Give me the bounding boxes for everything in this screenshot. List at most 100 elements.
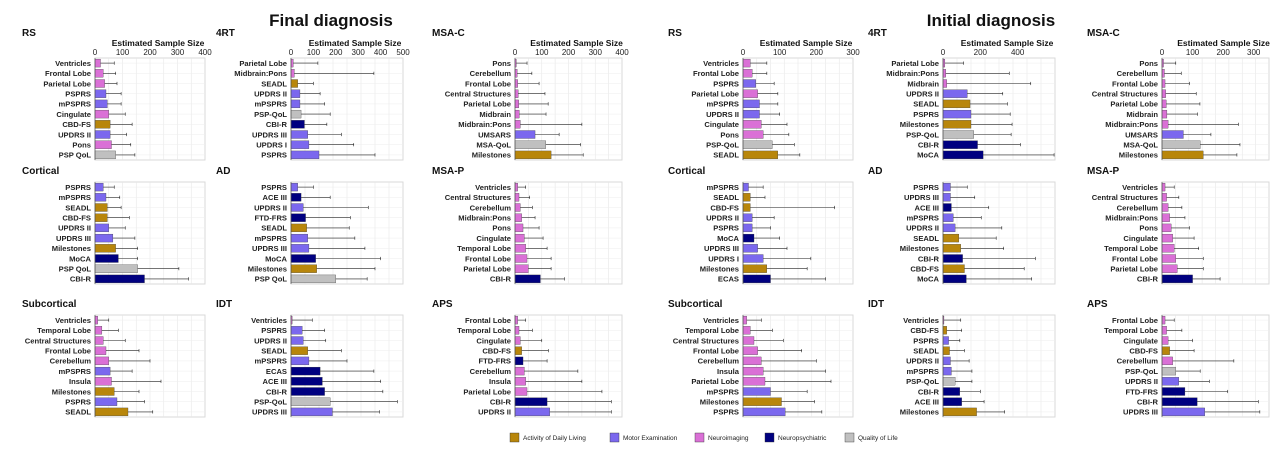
bar	[290, 99, 301, 109]
bar	[290, 182, 298, 192]
bar	[1161, 120, 1169, 129]
category-label: Milestones	[472, 151, 511, 160]
panel-title: MSA-C	[1087, 28, 1120, 39]
category-label: Ventricles	[475, 183, 511, 192]
category-label: Ventricles	[903, 316, 939, 325]
bar	[514, 244, 526, 253]
legend-label: Activity of Daily Living	[523, 435, 586, 442]
category-label: Insula	[489, 377, 512, 386]
legend-label: Neuropsychiatric	[778, 435, 827, 442]
category-label: mPSPRS	[255, 100, 288, 109]
bar	[290, 203, 304, 212]
bar	[514, 366, 525, 376]
tick-label: 200	[143, 48, 157, 57]
category-label: Milestones	[900, 244, 939, 253]
bar	[514, 203, 521, 212]
category-label: SEADL	[713, 151, 739, 160]
bar	[742, 326, 751, 335]
bar	[94, 387, 115, 396]
panel-title: Cortical	[668, 166, 705, 177]
panel-title: MSA-P	[432, 166, 465, 177]
bar	[1161, 182, 1166, 192]
bar	[1161, 193, 1167, 202]
category-label: UPDRS II	[1125, 377, 1158, 386]
panel-title: Cortical	[22, 166, 59, 177]
bar	[94, 274, 145, 284]
category-label: ACE III	[263, 377, 287, 386]
panel-title: AD	[216, 166, 230, 177]
tick-label: 400	[198, 48, 212, 57]
category-label: Milestones	[700, 398, 739, 407]
category-label: Temporal Lobe	[457, 326, 511, 335]
tick-label: 0	[941, 48, 946, 57]
bar	[742, 254, 764, 263]
category-label: PSP-QoL	[254, 110, 287, 119]
category-label: SEADL	[913, 100, 939, 109]
tick-label: 0	[513, 48, 518, 57]
category-label: SEADL	[261, 347, 287, 356]
axis-title: Estimated Sample Size	[530, 38, 623, 48]
tick-label: 300	[352, 48, 366, 57]
category-label: UPDRS II	[254, 90, 287, 99]
category-label: UPDRS I	[708, 254, 739, 263]
bar	[290, 366, 321, 376]
bar	[1161, 377, 1179, 386]
category-label: Central Structures	[445, 90, 511, 99]
category-label: PSPRS	[713, 224, 739, 233]
category-label: UMSARS	[1125, 130, 1158, 139]
bar	[1161, 315, 1166, 325]
tick-label: 300	[171, 48, 185, 57]
bar	[1161, 130, 1184, 139]
bar	[1161, 233, 1173, 243]
category-label: Pons	[72, 141, 91, 150]
category-label: SEADL	[913, 347, 939, 356]
bar	[942, 336, 949, 345]
bar	[742, 366, 764, 376]
category-label: ECAS	[718, 275, 739, 284]
category-label: Parietal Lobe	[43, 79, 91, 88]
category-label: MSA-QoL	[1123, 141, 1158, 150]
category-label: PSPRS	[913, 110, 939, 119]
category-label: MoCA	[69, 254, 91, 263]
bar	[942, 407, 977, 417]
bar	[1161, 89, 1166, 98]
axis-title: Estimated Sample Size	[1177, 38, 1270, 48]
bar	[742, 99, 760, 109]
tick-label: 200	[1216, 48, 1230, 57]
category-label: UPDRS II	[254, 336, 287, 345]
panel-title: APS	[1087, 299, 1108, 310]
category-label: Frontal Lobe	[1112, 254, 1158, 263]
bar	[742, 120, 762, 129]
category-label: Ventricles	[55, 59, 91, 68]
axis-title: Estimated Sample Size	[760, 38, 853, 48]
legend-label: Motor Examination	[623, 435, 678, 442]
category-label: PSP QoL	[255, 275, 288, 284]
category-label: Milestones	[248, 265, 287, 274]
bar	[514, 79, 518, 88]
bar	[94, 193, 107, 202]
tick-label: 100	[1186, 48, 1200, 57]
bar	[94, 109, 109, 119]
bar	[742, 407, 786, 417]
bar	[1161, 336, 1169, 345]
bar	[94, 79, 105, 88]
chart-panel: MSA-C Estimated Sample Size 0 100 200 300 Pons…	[1087, 28, 1270, 161]
category-label: Insula	[717, 367, 740, 376]
bar	[94, 377, 112, 386]
bar	[290, 213, 306, 222]
bar	[742, 264, 767, 273]
bar	[290, 109, 302, 119]
category-label: mPSPRS	[907, 214, 940, 223]
bar	[514, 274, 541, 284]
panel-title: 4RT	[216, 28, 235, 39]
panel-title: AD	[868, 166, 882, 177]
category-label: Frontal Lobe	[45, 347, 91, 356]
category-label: Pons	[492, 224, 511, 233]
tick-label: 100	[535, 48, 549, 57]
bar	[94, 182, 104, 192]
category-label: Pons	[1139, 224, 1158, 233]
bar	[742, 109, 760, 119]
category-label: mPSPRS	[59, 367, 92, 376]
